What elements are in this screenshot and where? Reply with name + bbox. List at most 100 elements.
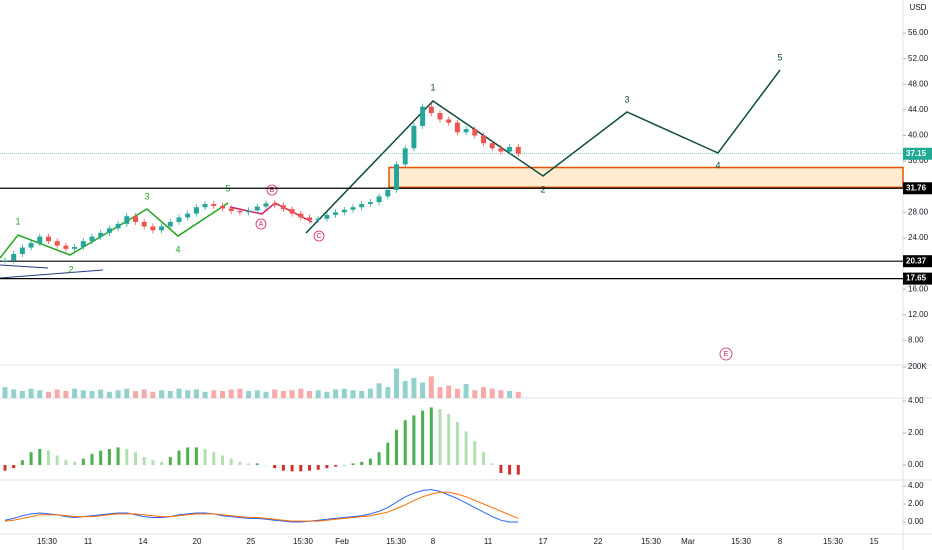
x-tick-label: 15:30 — [386, 537, 407, 546]
y-tick-label: 24.00 — [908, 233, 929, 242]
histogram-bar — [273, 465, 277, 469]
candle — [28, 243, 34, 248]
histogram-bar — [325, 465, 329, 469]
candle — [46, 236, 51, 242]
candle — [63, 245, 69, 249]
volume-bar — [176, 388, 182, 398]
y-tick-label: 12.00 — [908, 310, 929, 319]
volume-bar — [115, 390, 121, 398]
supply-zone — [388, 166, 904, 189]
histogram-bar — [221, 455, 224, 465]
candle — [228, 208, 234, 212]
candle — [254, 206, 260, 211]
wave-label: 2 — [68, 264, 73, 274]
histogram-bar — [116, 447, 120, 465]
x-tick-label: Mar — [681, 537, 695, 546]
price-badge — [903, 272, 932, 285]
volume-bar — [298, 388, 304, 398]
volume-bar — [202, 391, 208, 398]
candle — [463, 129, 469, 133]
volume-bar — [385, 387, 391, 398]
candle — [420, 106, 426, 126]
histogram-bar — [212, 452, 216, 465]
candle — [289, 209, 295, 214]
volume-bar — [159, 390, 165, 398]
x-tick-label: Feb — [335, 537, 349, 546]
candle — [106, 228, 112, 233]
x-tick-label: 15:30 — [37, 537, 58, 546]
x-tick-label: 15:30 — [293, 537, 314, 546]
volume-bar — [359, 391, 365, 398]
volume-bar — [167, 391, 173, 398]
candle — [472, 129, 478, 136]
volume-bar — [133, 391, 138, 398]
osc-tick-label: 0.00 — [908, 517, 924, 526]
candle — [359, 204, 365, 208]
candle — [159, 226, 165, 231]
x-tick-label: 15 — [870, 537, 879, 546]
histogram-bar — [316, 465, 320, 470]
wave-label: 3 — [624, 94, 629, 104]
candle — [176, 217, 182, 222]
histogram-bar — [351, 463, 355, 465]
volume-bar — [54, 389, 60, 398]
histogram-bar — [255, 463, 259, 465]
candle — [385, 189, 391, 197]
histogram-bar — [447, 413, 451, 465]
histogram-bar — [203, 449, 207, 465]
histogram-bar — [299, 465, 303, 472]
y-tick-label: 16.00 — [908, 284, 929, 293]
candle — [193, 207, 199, 214]
histogram-bar — [429, 407, 433, 465]
candle — [324, 214, 330, 219]
wave-label: 5 — [777, 52, 782, 62]
candle — [394, 164, 399, 190]
candle — [315, 218, 321, 221]
wave-drawings — [0, 69, 781, 361]
histogram-bar — [47, 450, 50, 465]
volume-bar — [411, 377, 417, 398]
histogram-bar — [73, 461, 77, 465]
candle — [11, 253, 17, 261]
histogram-bar — [490, 463, 494, 465]
candle — [263, 203, 269, 207]
histogram-bar — [20, 460, 24, 465]
histogram-bar — [194, 447, 198, 465]
price-badge — [903, 255, 932, 268]
volume-bar — [46, 391, 51, 398]
histogram-bar — [247, 463, 251, 465]
volume-bar — [263, 391, 269, 398]
wave-label: 2 — [540, 184, 545, 194]
x-tick-label: 25 — [247, 537, 256, 546]
osc-tick-label: 4.00 — [908, 481, 924, 490]
candle — [402, 148, 408, 165]
volume-bar — [324, 391, 330, 398]
price-badge-label: 37.15 — [906, 149, 927, 158]
volume-bar — [237, 388, 243, 398]
histogram-bar — [229, 458, 233, 465]
histogram-bar — [499, 465, 503, 473]
candle — [202, 204, 208, 208]
hist-tick-label: 2.00 — [908, 428, 924, 437]
wave-label: A — [259, 221, 264, 228]
volume-bar — [106, 391, 112, 398]
volume-bar — [472, 390, 478, 398]
volume-bar — [446, 385, 452, 398]
histogram-bar — [3, 465, 7, 471]
hist-tick-label: 4.00 — [908, 396, 924, 405]
volume-bar — [420, 382, 426, 398]
histogram-bar — [177, 450, 181, 465]
volume-bar — [124, 388, 130, 398]
volume-bar — [289, 390, 295, 398]
volume-bar — [350, 390, 356, 398]
wave-label: 4 — [175, 244, 180, 254]
candle — [37, 236, 43, 244]
x-tick-label: 15:30 — [823, 537, 844, 546]
candle — [507, 147, 513, 152]
histogram-bar — [90, 453, 94, 465]
price-badge-label: 31.76 — [906, 183, 927, 192]
histogram-bar — [107, 449, 111, 465]
y-tick-label: 36.00 — [908, 156, 929, 165]
